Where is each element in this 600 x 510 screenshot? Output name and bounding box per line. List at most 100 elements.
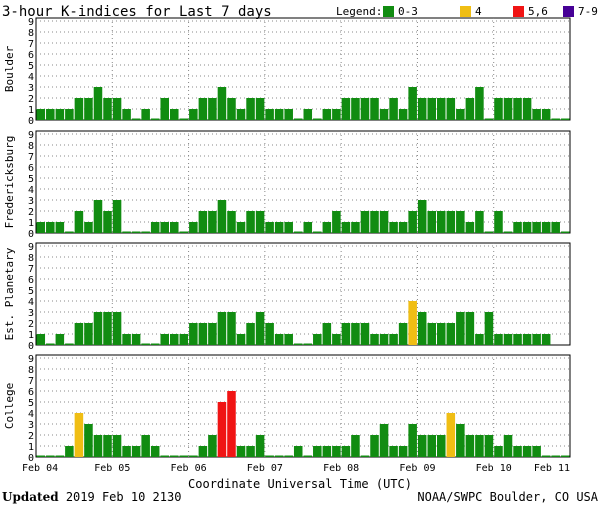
legend-item-label: 4 (475, 5, 482, 18)
legend-item-label: 7-9 (578, 5, 598, 18)
k-index-bar (303, 109, 313, 120)
k-index-bar (217, 87, 227, 120)
k-index-bar (313, 231, 322, 233)
k-index-bar (456, 211, 465, 233)
k-index-bar (246, 446, 255, 457)
k-index-bar (341, 98, 351, 120)
y-tick-label: 3 (28, 83, 34, 94)
k-index-bar (522, 446, 532, 457)
legend-swatch (460, 6, 471, 17)
panel-label: Est. Planetary (3, 247, 16, 340)
x-tick-label: Feb 11 (534, 463, 570, 474)
y-tick-label: 4 (28, 185, 34, 196)
k-index-bar (103, 98, 112, 120)
k-index-bar (541, 455, 551, 457)
y-tick-label: 7 (28, 376, 34, 387)
k-index-bar (560, 455, 570, 457)
k-index-bar (503, 435, 513, 457)
k-index-bar (313, 334, 322, 345)
k-index-bar (437, 323, 446, 345)
k-index-bar (427, 323, 436, 345)
k-index-bar (65, 231, 74, 233)
k-index-bar (112, 312, 122, 345)
k-index-bar (341, 323, 351, 345)
y-tick-label: 3 (28, 308, 34, 319)
k-index-bar (541, 222, 551, 233)
panel-label: Fredericksburg (3, 136, 16, 229)
k-index-bar (179, 334, 189, 345)
updated-label: Updated (2, 490, 59, 504)
k-index-bar (532, 222, 541, 233)
k-index-bar (274, 109, 284, 120)
y-tick-label: 5 (28, 286, 34, 297)
y-tick-label: 6 (28, 50, 34, 61)
k-index-bar (284, 455, 293, 457)
y-tick-label: 9 (28, 354, 34, 365)
k-index-bar (456, 424, 465, 457)
k-index-bar (389, 98, 398, 120)
k-index-bar (198, 211, 208, 233)
y-tick-label: 7 (28, 264, 34, 275)
panel-frame (35, 242, 571, 346)
k-index-bar (351, 222, 360, 233)
k-index-bar (65, 446, 74, 457)
k-index-bar (513, 98, 522, 120)
k-index-bar (313, 446, 322, 457)
y-tick-label: 0 (28, 341, 34, 352)
k-index-bar (36, 222, 46, 233)
k-index-bar (494, 446, 503, 457)
y-tick-label: 6 (28, 163, 34, 174)
panel-frame (35, 130, 571, 234)
y-tick-label: 0 (28, 116, 34, 127)
x-tick-label: Feb 08 (323, 463, 359, 474)
k-index-bar (389, 446, 398, 457)
y-tick-label: 8 (28, 141, 34, 152)
k-index-bar (274, 222, 284, 233)
k-index-bar (341, 446, 351, 457)
k-index-bar (475, 211, 484, 233)
k-index-bar (360, 211, 370, 233)
k-index-bar (465, 435, 475, 457)
k-index-bar (446, 413, 456, 457)
k-index-bar (332, 446, 341, 457)
k-index-bar (265, 323, 274, 345)
k-index-bar (484, 231, 494, 233)
k-index-bar (179, 455, 189, 457)
k-index-bar (389, 222, 398, 233)
k-index-bar (475, 435, 484, 457)
k-index-bar (65, 109, 74, 120)
panel-frame (35, 354, 571, 458)
y-tick-label: 1 (28, 218, 34, 229)
k-index-bar (484, 118, 494, 120)
k-index-bar (437, 435, 446, 457)
k-index-bar (513, 222, 522, 233)
panel-frame (35, 17, 571, 121)
k-index-bar (379, 211, 389, 233)
k-index-bar (456, 109, 465, 120)
k-index-bar (351, 435, 360, 457)
k-index-bar (398, 446, 408, 457)
k-index-bar (93, 87, 103, 120)
k-index-bar (274, 455, 284, 457)
x-tick-label: Feb 09 (399, 463, 435, 474)
k-index-bar (236, 222, 246, 233)
k-index-bar (560, 231, 570, 233)
k-index-bar (379, 334, 389, 345)
k-index-bar (150, 118, 160, 120)
k-index-bar (255, 98, 265, 120)
k-index-bar (65, 343, 74, 345)
y-tick-label: 7 (28, 39, 34, 50)
k-index-bar (332, 334, 341, 345)
k-index-bar (255, 312, 265, 345)
k-index-bar (494, 211, 503, 233)
x-tick-label: Feb 05 (94, 463, 130, 474)
k-index-bar (198, 446, 208, 457)
k-index-bar (74, 98, 84, 120)
x-tick-label: Feb 10 (476, 463, 512, 474)
k-index-bar (141, 231, 150, 233)
k-index-bar (141, 435, 150, 457)
k-index-bar (427, 211, 436, 233)
k-index-bar (284, 334, 293, 345)
